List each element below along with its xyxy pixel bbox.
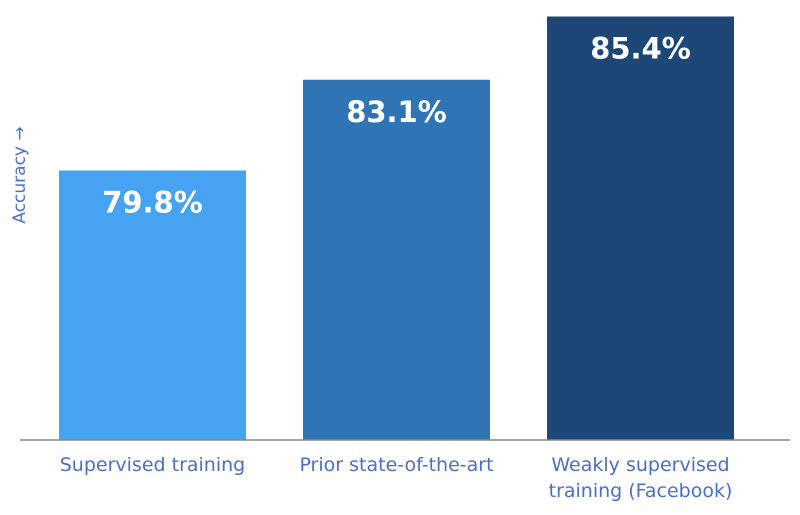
bar	[303, 79, 490, 440]
y-axis-label: Accuracy →	[10, 126, 30, 223]
value-label: 79.8%	[102, 186, 203, 220]
x-tick-label: Weakly supervised training (Facebook)	[548, 454, 733, 502]
x-tick-label: Supervised training	[59, 454, 246, 476]
bar	[59, 170, 246, 440]
value-label: 85.4%	[590, 32, 691, 66]
x-tick-label: Prior state-of-the-art	[299, 454, 494, 476]
value-label: 83.1%	[346, 95, 447, 129]
bar	[547, 16, 734, 440]
